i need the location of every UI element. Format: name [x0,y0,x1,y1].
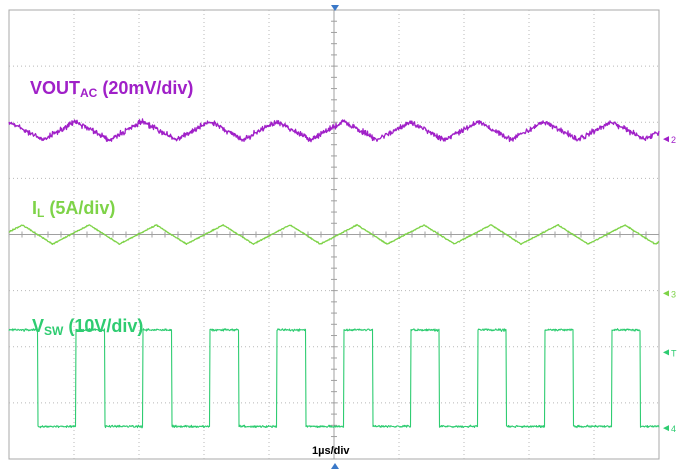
channel-marker-label: 3 [671,289,676,299]
channel-marker-3: 3 [663,289,676,299]
channel-marker-4: 4 [663,424,676,434]
series-label-vsw: VSW (10V/div) [32,316,143,338]
series-sub-vout: AC [80,86,97,100]
trigger-position-bottom-icon [331,463,339,469]
series-name-vsw: V [32,316,44,336]
channel-marker-label: T [671,348,677,358]
channel-marker-2: 2 [663,135,676,145]
channel-marker-arrow [663,136,669,142]
series-sub-vsw: SW [44,324,63,338]
channel-marker-arrow [663,349,669,355]
channel-marker-arrow [663,290,669,296]
channel-marker-label: 2 [671,135,676,145]
channel-marker-label: 4 [671,424,676,434]
channel-markers: 2 3 T 4 [663,135,677,434]
series-name-vout: VOUT [30,78,80,98]
series-scale-vsw: (10V/div) [63,316,143,336]
series-label-vout: VOUTAC (20mV/div) [30,78,193,100]
timebase-label: 1µs/div [312,445,350,457]
series-scale-vout: (20mV/div) [97,78,193,98]
series-label-il: IL (5A/div) [32,198,115,220]
series-scale-il: (5A/div) [44,198,115,218]
channel-marker-arrow [663,425,669,431]
channel-marker-T: T [663,348,677,358]
